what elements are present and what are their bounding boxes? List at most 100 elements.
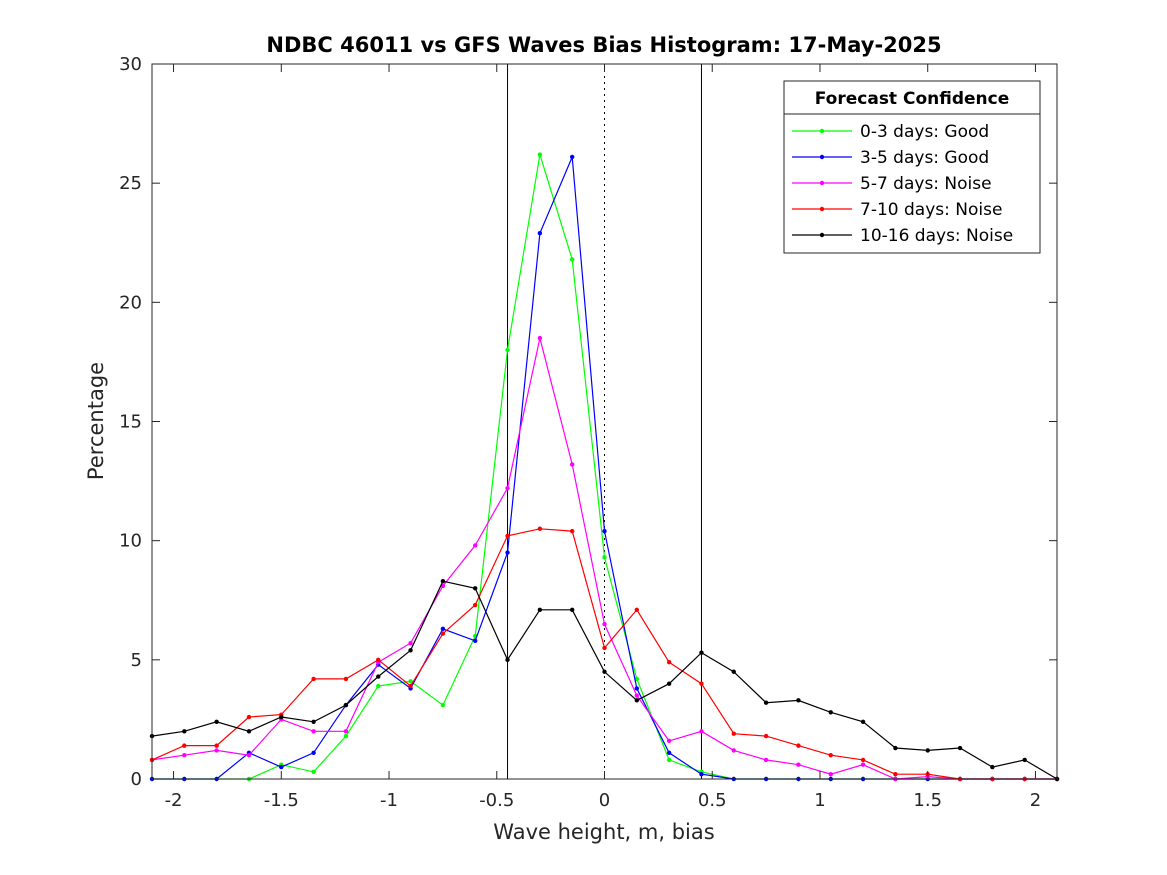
chart-title: NDBC 46011 vs GFS Waves Bias Histogram: … [266, 33, 941, 57]
data-point [763, 700, 769, 705]
data-point [182, 752, 187, 758]
data-point [473, 602, 478, 608]
data-point [343, 676, 349, 682]
data-point [828, 710, 833, 715]
data-point [634, 686, 640, 691]
data-point [537, 152, 543, 157]
data-point [828, 752, 833, 758]
y-tick-label: 0 [131, 769, 142, 790]
data-point [990, 764, 995, 770]
data-point [860, 757, 866, 763]
data-point [214, 743, 219, 748]
data-point [893, 772, 898, 777]
data-point [505, 533, 510, 539]
data-point [408, 683, 413, 689]
legend-label: 7-10 days: Noise [860, 200, 1002, 220]
legend-entry: 10-16 days: Noise [792, 226, 1013, 246]
data-point [408, 679, 413, 684]
x-tick-labels: -2 -1.5 -1 -0.5 0 0.5 1 1.5 2 [165, 790, 1042, 811]
data-point [473, 543, 478, 548]
data-point [473, 638, 478, 643]
legend-title: Forecast Confidence [815, 89, 1010, 109]
data-point [505, 486, 510, 491]
legend-box [783, 80, 1041, 254]
data-point [796, 743, 801, 748]
data-point [537, 335, 543, 341]
x-tick-label: -1.5 [264, 790, 299, 811]
data-point [828, 772, 833, 777]
data-point [1022, 757, 1027, 763]
data-point [569, 257, 575, 262]
y-tick-label: 5 [131, 650, 142, 671]
data-point [666, 738, 672, 744]
data-point [731, 748, 736, 753]
data-point [666, 660, 672, 665]
x-tick-label: 1.5 [913, 790, 942, 811]
data-point [569, 462, 575, 467]
data-point [602, 669, 607, 674]
data-point [731, 669, 736, 674]
legend-entries: 0-3 days: Good 3-5 days: Good 5-7 days: No… [792, 122, 1013, 246]
data-point [408, 640, 413, 646]
data-point [957, 745, 963, 751]
data-point [311, 769, 316, 775]
legend-entry: 0-3 days: Good [792, 122, 989, 142]
y-tick-label: 30 [119, 54, 142, 75]
data-point [602, 528, 607, 534]
legend-marker [819, 206, 825, 212]
legend-entry: 7-10 days: Noise [792, 200, 1002, 220]
data-point [537, 231, 543, 236]
legend-label: 5-7 days: Noise [860, 174, 992, 194]
data-point [699, 772, 704, 777]
plot-frame [151, 63, 1058, 780]
data-point [311, 676, 316, 682]
data-point [796, 698, 801, 703]
data-point [311, 750, 316, 755]
data-point [602, 645, 607, 651]
data-point [279, 764, 284, 770]
data-point [893, 745, 898, 751]
legend-label: 10-16 days: Noise [860, 226, 1013, 246]
data-point [440, 631, 446, 636]
data-point [666, 681, 672, 686]
data-point [246, 752, 252, 758]
legend: Forecast Confidence 0-3 days: Good 3-5 da… [783, 80, 1041, 254]
legend-label: 0-3 days: Good [860, 122, 989, 142]
data-point [505, 550, 510, 555]
data-point [343, 729, 349, 734]
data-point [214, 719, 219, 724]
x-tick-label: 2 [1030, 790, 1041, 811]
data-point [182, 743, 187, 748]
data-point [537, 526, 543, 531]
series-layer [149, 152, 1060, 782]
data-point [214, 748, 219, 753]
data-point [699, 729, 704, 734]
data-point [699, 650, 704, 655]
y-tick-label: 20 [119, 292, 142, 313]
legend-label: 3-5 days: Good [860, 148, 989, 168]
data-point [505, 657, 510, 663]
data-point [569, 154, 575, 160]
data-point [311, 719, 316, 724]
data-point [699, 681, 704, 686]
data-point [440, 578, 446, 584]
data-point [602, 621, 607, 627]
x-tick-label: 0 [599, 790, 610, 811]
data-point [343, 733, 349, 739]
x-axis-label: Wave height, m, bias [493, 820, 714, 844]
legend-entry: 5-7 days: Noise [792, 174, 992, 194]
y-tick-label: 25 [119, 173, 142, 194]
x-tick-label: -0.5 [479, 790, 514, 811]
data-point [763, 733, 769, 739]
data-point [634, 676, 640, 682]
data-point [634, 693, 640, 698]
data-point [440, 626, 446, 632]
y-tick-labels: 0 5 10 15 20 25 30 [119, 54, 142, 790]
data-point [408, 648, 413, 653]
data-point [634, 607, 640, 612]
data-point [569, 607, 575, 612]
data-point [376, 657, 381, 663]
legend-marker [819, 128, 825, 134]
data-point [569, 528, 575, 534]
